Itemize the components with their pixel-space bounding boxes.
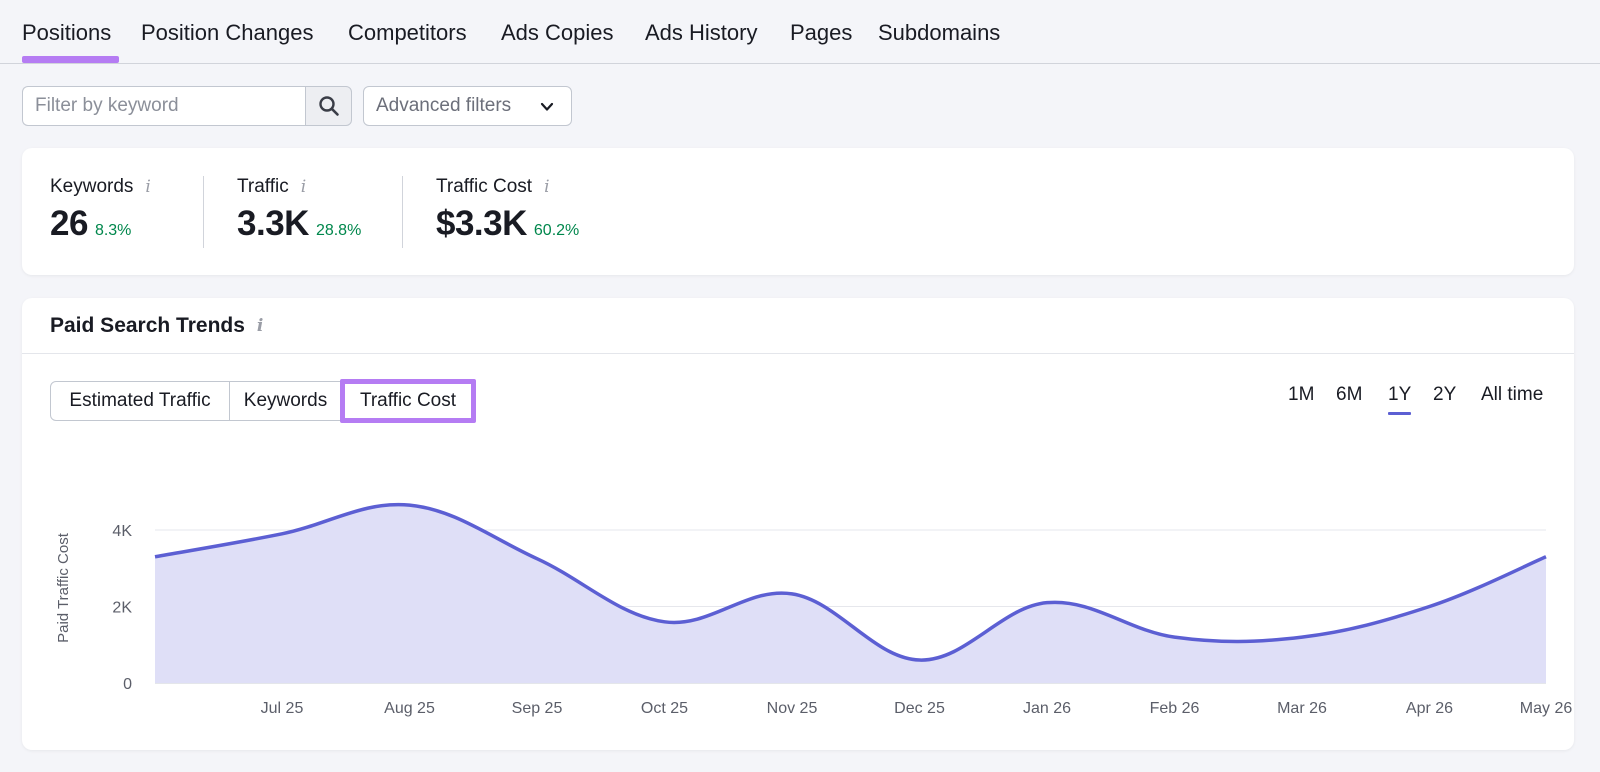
info-icon[interactable]: i: [300, 177, 307, 197]
range-2y[interactable]: 2Y: [1433, 384, 1457, 405]
range-selected-indicator: [1388, 412, 1411, 415]
range-1m[interactable]: 1M: [1288, 384, 1315, 405]
tab-pages[interactable]: Pages: [790, 20, 853, 45]
range-1y[interactable]: 1Y: [1388, 384, 1412, 405]
info-icon[interactable]: i: [145, 177, 151, 197]
tab-competitors[interactable]: Competitors: [348, 20, 467, 45]
summary-card: Keywords i 26 8.3% Traffic i 3.3K 28.8% Traf…: [22, 148, 1574, 275]
search-icon: [318, 96, 339, 116]
tab-position-changes[interactable]: Position Changes: [141, 20, 314, 45]
metric-label: Keywords: [50, 176, 134, 197]
metric-tab-keywords[interactable]: Keywords: [229, 381, 342, 421]
metric-label: Traffic: [237, 176, 289, 197]
x-tick-label: Feb 26: [1150, 700, 1200, 717]
chevron-down-icon: [540, 102, 554, 111]
divider: [402, 176, 403, 248]
range-6m[interactable]: 6M: [1336, 384, 1363, 405]
y-tick-label: 4K: [112, 523, 132, 540]
advanced-filters-dropdown[interactable]: Advanced filters: [363, 86, 572, 126]
metric-label: Traffic Cost: [436, 176, 533, 197]
tab-subdomains[interactable]: Subdomains: [878, 20, 1001, 45]
metric-tab-traffic-cost[interactable]: Traffic Cost: [340, 379, 476, 423]
metric-change: 8.3%: [94, 222, 132, 239]
divider: [203, 176, 204, 248]
x-tick-label: Jan 26: [1023, 700, 1071, 717]
tab-positions[interactable]: Positions: [22, 20, 112, 45]
info-icon[interactable]: i: [256, 316, 264, 336]
x-tick-label: Nov 25: [767, 700, 818, 717]
divider: [22, 353, 1574, 354]
active-tab-indicator: [22, 56, 119, 63]
metric-keywords: Keywords i 26 8.3%: [50, 176, 151, 244]
x-tick-label: May 26: [1520, 700, 1573, 717]
range-all-time[interactable]: All time: [1481, 384, 1544, 405]
metric-value: $3.3K: [436, 204, 527, 243]
tab-ads-history[interactable]: Ads History: [645, 20, 758, 45]
x-tick-label: Mar 26: [1277, 700, 1327, 717]
advanced-filters-label: Advanced filters: [376, 95, 512, 116]
x-tick-label: Oct 25: [641, 700, 688, 717]
metric-change: 28.8%: [315, 222, 362, 239]
x-tick-label: Sep 25: [512, 700, 563, 717]
x-tick-label: Aug 25: [384, 700, 435, 717]
area-fill: [155, 504, 1546, 683]
metric-value: 3.3K: [237, 204, 309, 243]
y-tick-label: 0: [123, 676, 132, 693]
x-tick-label: Apr 26: [1406, 700, 1453, 717]
metric-tab-estimated-traffic[interactable]: Estimated Traffic: [50, 381, 230, 421]
info-icon[interactable]: i: [544, 177, 550, 197]
metric-change: 60.2%: [533, 222, 580, 239]
x-tick-label: Jul 25: [261, 700, 304, 717]
x-tick-label: Dec 25: [894, 700, 945, 717]
metric-value: 26: [50, 204, 88, 243]
metric-traffic: Traffic i 3.3K 28.8%: [237, 176, 361, 244]
tab-ads-copies[interactable]: Ads Copies: [501, 20, 614, 45]
trends-title: Paid Search Trends i: [50, 314, 263, 338]
trends-title-text: Paid Search Trends: [50, 314, 245, 337]
search-button[interactable]: [305, 86, 352, 126]
metric-traffic-cost: Traffic Cost i $3.3K 60.2%: [436, 176, 579, 244]
y-tick-label: 2K: [112, 600, 132, 617]
y-axis-label: Paid Traffic Cost: [55, 532, 72, 643]
keyword-filter-input[interactable]: [22, 86, 306, 126]
tab-bar: Positions Position Changes Competitors A…: [0, 0, 1600, 64]
series-line: [154, 502, 1547, 662]
